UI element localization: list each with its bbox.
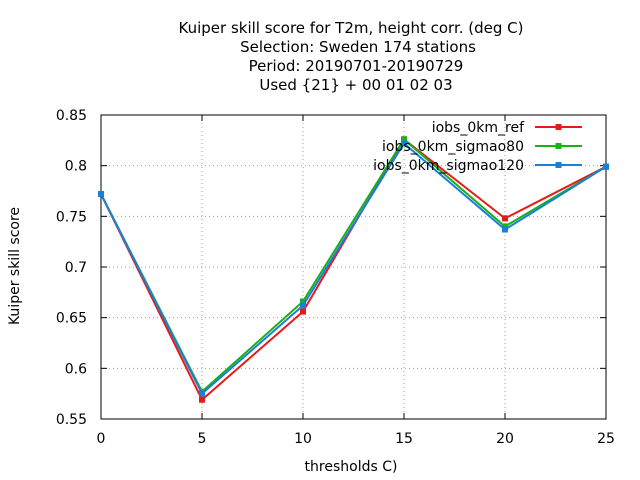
y-tick-label: 0.6 (65, 361, 87, 377)
legend-label: iobs_0km_sigmao80 (382, 139, 524, 155)
data-point (300, 302, 306, 309)
data-point (502, 226, 508, 233)
data-point (502, 215, 508, 222)
data-point (98, 191, 104, 198)
data-point (199, 390, 205, 397)
x-tick-label: 25 (597, 431, 615, 447)
y-tick-label: 0.65 (56, 311, 87, 327)
y-tick-label: 0.55 (56, 412, 87, 428)
x-tick-label: 0 (97, 431, 106, 447)
legend-label: iobs_0km_sigmao120 (373, 158, 524, 174)
grid (101, 115, 606, 419)
data-point (300, 308, 306, 315)
axes: 0 5 10 15 20 25 0.55 0.6 0.65 0.7 0.75 0.8 0.85 (56, 108, 615, 447)
y-tick-label: 0.7 (65, 260, 87, 276)
series-line-iobs_0km_sigmao80 (100, 137, 607, 394)
legend-label: iobs_0km_ref (432, 120, 525, 136)
data-point (199, 396, 205, 403)
legend-swatch-marker (555, 143, 562, 149)
legend: iobs_0km_ref iobs_0km_sigmao80 iobs_0km_si… (373, 120, 582, 174)
title-line-4: Used {21} + 00 01 02 03 (259, 76, 452, 94)
data-point (401, 136, 407, 143)
series-line-iobs_0km_sigmao120 (100, 141, 607, 396)
y-tick-label: 0.85 (56, 108, 87, 124)
y-tick-label: 0.8 (65, 159, 87, 175)
title-line-2: Selection: Sweden 174 stations (240, 38, 476, 56)
y-axis-label: Kuiper skill score (7, 207, 23, 325)
chart-title: Kuiper skill score for T2m, height corr.… (179, 19, 524, 94)
data-point (603, 163, 609, 170)
x-tick-label: 20 (496, 431, 514, 447)
data-point (300, 298, 306, 305)
title-line-3: Period: 20190701-20190729 (249, 57, 464, 75)
x-tick-label: 5 (198, 431, 207, 447)
y-tick-label: 0.75 (56, 209, 87, 225)
title-line-1: Kuiper skill score for T2m, height corr.… (179, 19, 524, 37)
data-point (502, 223, 508, 230)
x-tick-label: 10 (294, 431, 312, 447)
x-axis-label: thresholds C) (305, 459, 398, 475)
series-line-iobs_0km_ref (100, 137, 607, 402)
data-point (401, 140, 407, 147)
legend-swatch-marker (555, 162, 562, 168)
x-tick-label: 15 (395, 431, 413, 447)
legend-swatch-marker (555, 124, 562, 130)
series-group (98, 136, 609, 403)
